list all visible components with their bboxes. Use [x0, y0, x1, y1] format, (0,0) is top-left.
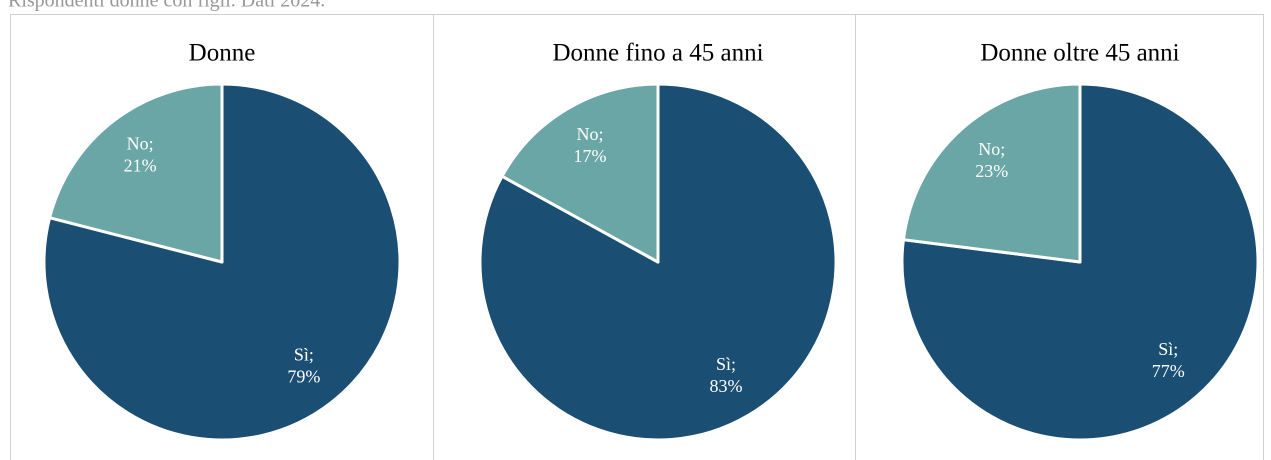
pie-slice [900, 82, 1260, 442]
pie-slice [48, 82, 224, 264]
data-label: No; 17% [574, 124, 607, 166]
pie-slice [500, 82, 660, 264]
chart-title: Donne oltre 45 anni [980, 40, 1179, 67]
pie-slice [478, 82, 838, 442]
caption: Rispondenti donne con figli. Dati 2024. [8, 0, 325, 12]
data-label: Sì; 83% [709, 354, 742, 396]
frame [10, 14, 1264, 460]
chart-title: Donne fino a 45 anni [552, 40, 763, 67]
data-label: No; 23% [975, 139, 1008, 181]
data-label: No; 21% [124, 134, 157, 176]
data-label: Sì; 79% [287, 345, 320, 387]
pie-slice [901, 82, 1082, 264]
chart-title: Donne [189, 40, 256, 67]
pie-slice [42, 82, 402, 442]
data-label: Sì; 77% [1152, 339, 1185, 381]
